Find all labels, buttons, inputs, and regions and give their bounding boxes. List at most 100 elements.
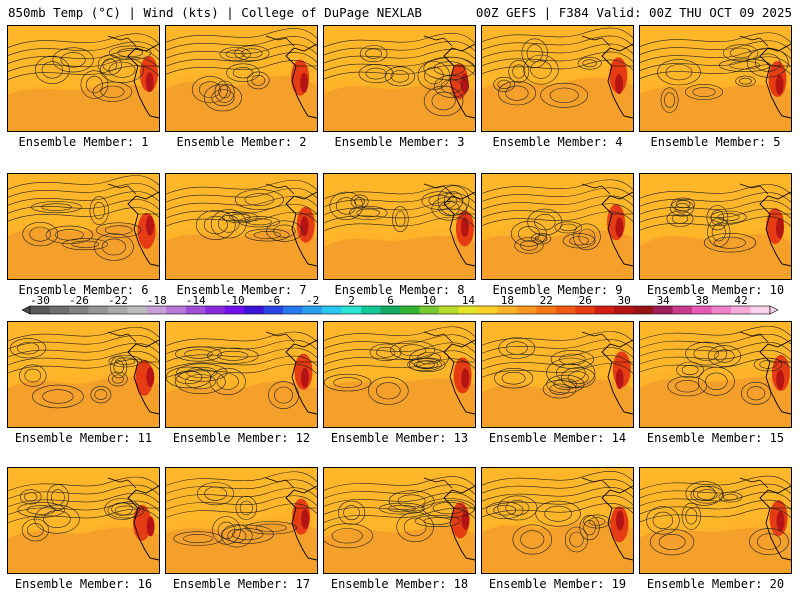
colorbar-tick-label: 2 <box>348 294 355 307</box>
ensemble-map-17 <box>165 467 318 574</box>
colorbar-tick-label: -26 <box>69 294 89 307</box>
colorbar-tick-label: 14 <box>462 294 476 307</box>
ensemble-map-10 <box>639 173 792 280</box>
colorbar-swatch <box>419 306 440 314</box>
chart-title-right: 00Z GEFS | F384 Valid: 00Z THU OCT 09 20… <box>475 5 792 20</box>
colorbar-swatch <box>185 306 206 314</box>
colorbar-swatch <box>88 306 109 314</box>
colorbar-swatch <box>458 306 479 314</box>
colorbar-swatch <box>30 306 50 314</box>
colorbar-swatch <box>166 306 187 314</box>
colorbar-swatch <box>497 306 518 314</box>
colorbar-swatch <box>263 306 284 314</box>
ensemble-map-3 <box>323 25 476 132</box>
colorbar-swatch <box>361 306 381 314</box>
colorbar-tick-label: 6 <box>387 294 394 307</box>
ensemble-map-2 <box>165 25 318 132</box>
colorbar-swatch <box>205 306 226 314</box>
ensemble-map-7 <box>165 173 318 280</box>
ensemble-map-19 <box>481 467 634 574</box>
ensemble-map-5 <box>639 25 792 132</box>
colorbar-swatch <box>575 306 596 314</box>
colorbar-swatch <box>341 306 362 314</box>
colorbar-tick-label: 18 <box>501 294 514 307</box>
colorbar-swatch <box>146 306 167 314</box>
ensemble-member-label: Ensemble Member: 9 <box>492 283 623 297</box>
colorbar-swatch <box>672 306 693 314</box>
colorbar-tick-label: 10 <box>423 294 436 307</box>
colorbar-swatch <box>750 306 771 314</box>
colorbar-swatch <box>653 306 673 314</box>
colorbar-tick-label: 22 <box>540 294 553 307</box>
ensemble-member-label: Ensemble Member: 17 <box>172 577 311 591</box>
ensemble-member-label: Ensemble Member: 7 <box>176 283 307 297</box>
ensemble-map-6 <box>7 173 160 280</box>
ensemble-map-9 <box>481 173 634 280</box>
header-bar: 850mb Temp (°C) | Wind (kts) | College o… <box>0 0 800 22</box>
colorbar-arrow-left <box>21 305 31 315</box>
ensemble-map-20 <box>639 467 792 574</box>
temperature-colorbar: -30 -26 -22 -18 -14 -10 -6 -2 2 6 10 14 18 22 26 30 34 38… <box>21 294 779 315</box>
colorbar-tick-label: -2 <box>306 294 319 307</box>
colorbar-swatch <box>302 306 323 314</box>
colorbar-swatch <box>536 306 557 314</box>
ensemble-member-label: Ensemble Member: 12 <box>172 431 311 445</box>
ensemble-member-label: Ensemble Member: 14 <box>488 431 627 445</box>
colorbar-swatch <box>614 306 634 314</box>
ensemble-map-15 <box>639 321 792 428</box>
ensemble-member-label: Ensemble Member: 5 <box>650 135 781 149</box>
colorbar-tick-label: 42 <box>734 294 747 307</box>
ensemble-map-18 <box>323 467 476 574</box>
colorbar-tick-label: -30 <box>30 294 50 307</box>
ensemble-member-label: Ensemble Member: 3 <box>334 135 465 149</box>
colorbar-swatch <box>107 306 128 314</box>
ensemble-member-label: Ensemble Member: 15 <box>646 431 785 445</box>
colorbar-tick-label: 34 <box>657 294 671 307</box>
colorbar-tick-label: -6 <box>267 294 280 307</box>
ensemble-map-11 <box>7 321 160 428</box>
colorbar-swatch <box>516 306 537 314</box>
colorbar-arrow-right <box>769 305 779 315</box>
colorbar-swatch <box>692 306 712 314</box>
colorbar-swatch <box>244 306 264 314</box>
colorbar-swatch <box>127 306 148 314</box>
colorbar-swatch <box>477 306 498 314</box>
colorbar-tick-label: -22 <box>108 294 128 307</box>
ensemble-map-1 <box>7 25 160 132</box>
ensemble-map-16 <box>7 467 160 574</box>
ensemble-member-label: Ensemble Member: 18 <box>330 577 469 591</box>
ensemble-map-4 <box>481 25 634 132</box>
colorbar-swatch <box>68 306 89 314</box>
ensemble-member-label: Ensemble Member: 20 <box>646 577 785 591</box>
ensemble-member-label: Ensemble Member: 6 <box>18 283 149 297</box>
colorbar-tick-label: 30 <box>618 294 631 307</box>
ensemble-member-label: Ensemble Member: 2 <box>176 135 307 149</box>
ensemble-member-label: Ensemble Member: 11 <box>14 431 153 445</box>
colorbar-swatch <box>380 306 401 314</box>
ensemble-map-13 <box>323 321 476 428</box>
colorbar-tick-label: -10 <box>225 294 245 307</box>
ensemble-member-label: Ensemble Member: 4 <box>492 135 623 149</box>
chart-title-left: 850mb Temp (°C) | Wind (kts) | College o… <box>8 5 422 20</box>
colorbar-swatch <box>594 306 615 314</box>
ensemble-member-label: Ensemble Member: 8 <box>334 283 465 297</box>
colorbar-swatch <box>633 306 654 314</box>
colorbar-swatch <box>711 306 732 314</box>
colorbar-swatch <box>400 306 420 314</box>
ensemble-member-label: Ensemble Member: 13 <box>330 431 469 445</box>
colorbar-swatch <box>49 306 70 314</box>
colorbar-tick-label: -14 <box>186 294 206 307</box>
ensemble-member-label: Ensemble Member: 16 <box>14 577 153 591</box>
ensemble-map-14 <box>481 321 634 428</box>
colorbar-swatch <box>283 306 303 314</box>
ensemble-map-8 <box>323 173 476 280</box>
colorbar-swatch <box>438 306 459 314</box>
ensemble-member-label: Ensemble Member: 19 <box>488 577 627 591</box>
ensemble-member-label: Ensemble Member: 10 <box>646 283 785 297</box>
colorbar-swatch <box>224 306 245 314</box>
ensemble-map-12 <box>165 321 318 428</box>
colorbar-swatch <box>731 306 751 314</box>
colorbar-tick-label: -18 <box>147 294 167 307</box>
ensemble-member-label: Ensemble Member: 1 <box>18 135 149 149</box>
colorbar-tick-label: 38 <box>695 294 708 307</box>
